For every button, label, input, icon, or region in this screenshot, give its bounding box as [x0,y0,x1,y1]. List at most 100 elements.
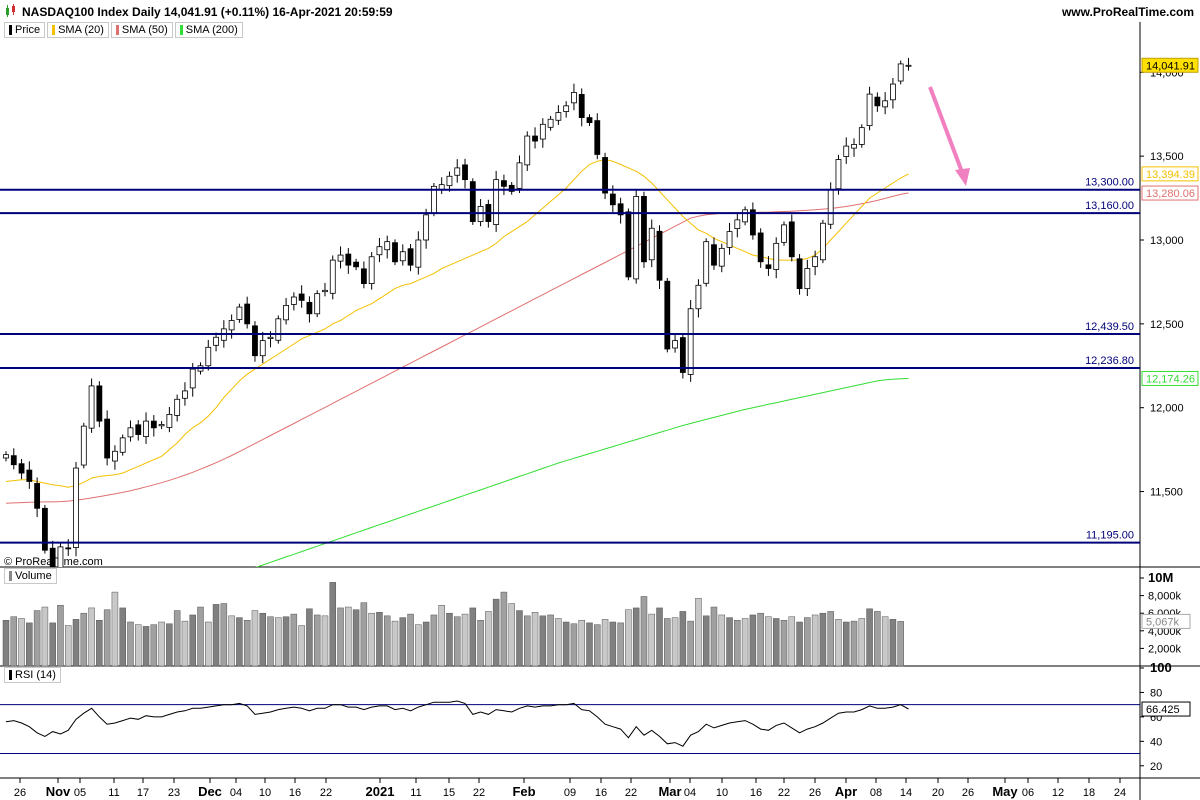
candle-body [104,418,111,459]
volume-bar [88,607,95,667]
x-tick-label: 26 [14,787,26,799]
candle-body [205,346,212,367]
volume-bar [290,613,298,667]
candle-body [34,483,41,509]
site-url: www.ProRealTime.com [1061,5,1194,19]
candle-body [858,127,865,145]
candle-body [462,164,468,181]
x-tick-label: 23 [168,787,180,799]
candle-body [329,259,336,294]
volume-bar [500,591,508,667]
candle-body [42,507,48,551]
candle-body [765,264,772,269]
volume-bar [96,619,103,667]
volume-bar [228,615,235,667]
annotation-arrow-head [955,168,970,186]
x-tick-label: 22 [320,787,332,799]
legend-swatch-icon [179,25,183,35]
candle-body [283,304,289,321]
volume-bar [508,603,515,667]
volume-bar [734,619,741,667]
candle-body [578,94,585,118]
last-value-tag [1141,370,1199,386]
candle-body [18,463,25,474]
volume-bar [64,625,72,667]
x-tick-label: Feb [512,784,535,799]
candle-body [516,162,523,189]
candle-body [174,398,181,416]
volume-bar [189,614,196,667]
candle-body [166,413,173,428]
volume-bar [780,619,788,667]
legend-item-price[interactable]: Price [4,22,46,38]
candle-body [337,254,344,262]
x-tick-label: 09 [564,787,576,799]
x-tick-label: 11 [108,787,119,799]
volume-bar [866,608,873,667]
level-label: 12,439.50 [1085,321,1134,333]
x-tick-label: 10 [716,787,728,799]
x-tick-label: 06 [1022,787,1034,799]
x-tick-label: Dec [198,784,222,799]
volume-bar [267,616,274,667]
candle-body [446,175,453,187]
legend-item-sma-50[interactable]: SMA (50) [110,22,173,38]
last-value-tag [1141,701,1191,717]
x-tick-label: 04 [684,787,696,799]
candle-body [796,258,803,290]
volume-bar [453,616,461,667]
candle-body [687,308,694,375]
candle-body [563,105,570,112]
candle-body [656,230,663,281]
legend-label: Price [15,24,41,36]
candle-body [415,239,422,268]
candle-body [749,209,756,236]
volume-bar [158,621,165,667]
volume-bar [516,610,523,667]
volume-bar [796,621,803,667]
volume-tick-label: 2,000k [1148,643,1182,655]
candle-body [501,180,507,187]
candle-body [820,222,826,261]
last-value-tag [1141,57,1199,73]
rsi-tick-label: 100 [1150,660,1172,675]
legend-item-rsi[interactable]: RSI (14) [4,667,61,683]
candle-body [851,144,857,149]
level-label: 13,300.00 [1085,177,1134,189]
legend-item-volume[interactable]: Volume [4,568,57,584]
volume-bar [243,619,251,667]
volume-bar [772,618,780,667]
rsi-swatch-icon [9,670,12,680]
x-tick-label: Nov [46,784,71,799]
volume-bar [422,621,430,667]
candle-body [236,306,243,320]
volume-bar [197,606,204,667]
volume-bar [811,614,819,667]
x-tick-label: 20 [932,787,944,799]
volume-bar [671,617,679,667]
volume-bar [547,614,554,667]
candle-body [773,242,780,270]
candle-body [407,248,414,266]
candle-body [633,195,640,280]
candle-body [112,450,118,462]
volume-bar [251,610,259,667]
candle-body [547,118,554,128]
legend-item-sma-20[interactable]: SMA (20) [47,22,109,38]
volume-bar [640,596,648,667]
level-label: 11,195.00 [1086,530,1134,542]
candle-body [648,227,655,261]
x-tick-label: 10 [259,787,271,799]
candle-body [788,221,795,258]
volume-bar [103,609,111,667]
x-tick-label: 26 [809,787,821,799]
volume-bar [150,624,158,667]
volume-bar [166,623,173,667]
volume-bar [555,618,562,667]
volume-bar [407,613,414,667]
volume-bar [337,607,344,667]
candle-body [399,251,406,262]
legend-label: RSI (14) [15,669,56,681]
legend-item-sma-200[interactable]: SMA (200) [174,22,243,38]
